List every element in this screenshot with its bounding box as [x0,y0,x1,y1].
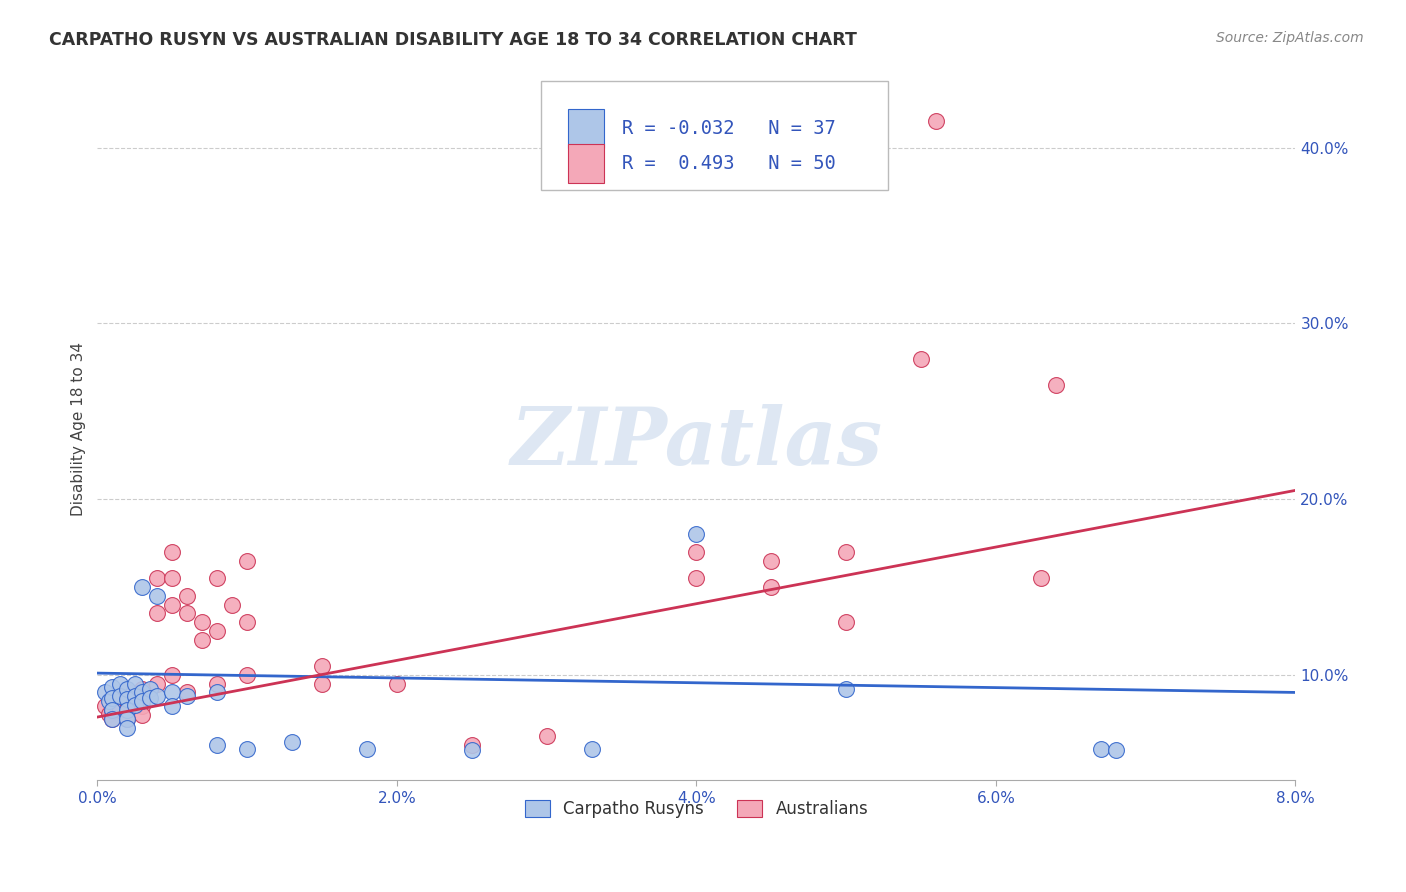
Point [160,545,183,559]
Point [205,685,228,699]
Point [761,554,783,568]
Point [205,571,228,585]
Point [311,676,333,690]
Point [581,741,603,756]
Point [835,681,858,696]
Point [191,615,214,629]
Point [205,738,228,752]
Point [385,676,408,690]
Point [146,689,169,703]
Point [1029,571,1052,585]
Point [461,738,484,752]
Point [117,685,139,699]
Point [281,734,304,748]
FancyBboxPatch shape [541,81,889,190]
Point [356,741,378,756]
Point [835,545,858,559]
Point [108,694,131,708]
Point [461,743,484,757]
Point [124,689,146,703]
Point [835,615,858,629]
Point [160,668,183,682]
Point [236,615,259,629]
Point [205,624,228,638]
Point [131,685,153,699]
Point [311,659,333,673]
Y-axis label: Disability Age 18 to 34: Disability Age 18 to 34 [72,342,86,516]
Point [101,712,124,726]
Point [160,571,183,585]
Point [117,712,139,726]
Point [236,668,259,682]
Point [98,706,121,721]
Point [94,699,117,714]
Text: Source: ZipAtlas.com: Source: ZipAtlas.com [1216,31,1364,45]
Point [117,692,139,706]
Point [160,598,183,612]
Point [176,607,198,621]
Point [131,708,153,723]
Point [146,589,169,603]
Legend: Carpatho Rusyns, Australians: Carpatho Rusyns, Australians [517,793,875,825]
Point [685,545,707,559]
Point [131,699,153,714]
Point [160,699,183,714]
Point [101,680,124,694]
Point [176,589,198,603]
Text: CARPATHO RUSYN VS AUSTRALIAN DISABILITY AGE 18 TO 34 CORRELATION CHART: CARPATHO RUSYN VS AUSTRALIAN DISABILITY … [49,31,858,49]
Point [94,685,117,699]
Point [176,685,198,699]
Point [108,676,131,690]
Point [146,676,169,690]
Point [236,741,259,756]
Point [205,676,228,690]
Point [1045,378,1067,392]
Point [101,690,124,705]
Point [536,730,558,744]
Point [101,703,124,717]
Point [176,689,198,703]
Point [146,607,169,621]
Point [131,580,153,594]
Point [117,712,139,726]
Point [101,703,124,717]
Point [98,694,121,708]
Point [1105,743,1128,757]
Point [131,690,153,705]
Point [221,598,243,612]
Point [139,690,162,705]
Point [685,571,707,585]
Point [117,703,139,717]
Point [131,681,153,696]
Point [191,632,214,647]
Point [117,694,139,708]
Point [101,712,124,726]
Text: R =  0.493   N = 50: R = 0.493 N = 50 [621,154,837,173]
Point [124,676,146,690]
Point [236,554,259,568]
Point [146,571,169,585]
Point [160,685,183,699]
Point [910,351,932,366]
Point [124,689,146,703]
Point [117,721,139,735]
Point [685,527,707,541]
Point [925,114,948,128]
Bar [568,145,605,183]
Text: R = -0.032   N = 37: R = -0.032 N = 37 [621,119,837,138]
Point [131,694,153,708]
Point [124,698,146,712]
Point [1090,741,1112,756]
Point [139,681,162,696]
Bar [568,109,605,148]
Point [124,698,146,712]
Point [108,703,131,717]
Text: ZIPatlas: ZIPatlas [510,404,883,482]
Point [761,580,783,594]
Point [108,689,131,703]
Point [117,681,139,696]
Point [117,703,139,717]
